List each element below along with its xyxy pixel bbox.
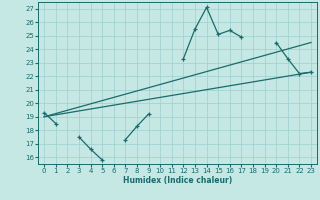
X-axis label: Humidex (Indice chaleur): Humidex (Indice chaleur): [123, 176, 232, 185]
